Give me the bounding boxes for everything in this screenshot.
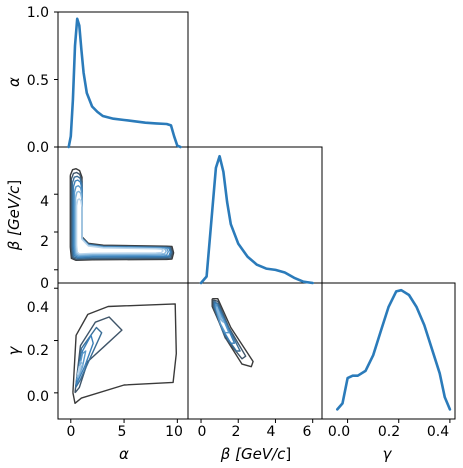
gamma-marginal-curve bbox=[336, 288, 452, 411]
tick-marks bbox=[54, 11, 451, 423]
gamma-y-tick-label: 0.4 bbox=[27, 300, 49, 316]
alpha-x-axis-label: α bbox=[119, 445, 129, 463]
beta-vs-alpha-contour bbox=[75, 198, 164, 255]
alpha-marginal-curve bbox=[67, 17, 182, 149]
gamma-x-tick-label: 0.0 bbox=[328, 424, 350, 440]
gamma-x-tick-label: 0.4 bbox=[427, 424, 449, 440]
gamma-x-tick-label: 0.2 bbox=[378, 424, 400, 440]
beta-x-label-c: c bbox=[277, 445, 286, 463]
beta-vs-alpha-contour bbox=[69, 168, 175, 261]
alpha-x-tick-label: 0 bbox=[67, 424, 76, 440]
beta-x-label-post: ] bbox=[285, 445, 291, 463]
beta-vs-alpha-contours-layer bbox=[69, 168, 175, 261]
gamma-vs-alpha-contour bbox=[72, 303, 177, 404]
gamma-vs-alpha-contours-layer bbox=[72, 303, 177, 404]
panel-alpha-marginal-frame bbox=[57, 11, 189, 148]
gamma-vs-alpha-contour bbox=[77, 366, 81, 376]
gamma-vs-alpha-contour bbox=[75, 334, 94, 386]
beta-y-label-post: ] bbox=[5, 180, 23, 186]
beta-y-axis-label: β [GeV/c] bbox=[5, 180, 23, 251]
gamma-marginal-curve-layer bbox=[336, 288, 452, 411]
panel-gamma-vs-beta-frame bbox=[187, 282, 323, 420]
alpha-y-tick-label: 0.5 bbox=[27, 73, 49, 89]
gamma-vs-alpha-contour bbox=[74, 326, 103, 388]
gamma-vs-alpha-contour bbox=[75, 350, 87, 381]
gamma-vs-beta-contours-layer bbox=[211, 298, 254, 368]
beta-y-label-c: c bbox=[5, 185, 23, 194]
gamma-vs-beta-contour bbox=[212, 299, 247, 360]
alpha-y-axis-label: α bbox=[5, 77, 23, 87]
alpha-x-tick-label: 10 bbox=[165, 424, 183, 440]
alpha-marginal-curve-layer bbox=[67, 17, 182, 149]
beta-x-label-pre: β [GeV/ bbox=[220, 445, 279, 463]
gamma-x-axis-label: γ bbox=[383, 445, 393, 463]
panel-gamma-marginal-frame bbox=[321, 282, 456, 420]
beta-x-tick-label: 4 bbox=[267, 424, 276, 440]
beta-y-tick-label: 2 bbox=[40, 234, 49, 250]
beta-vs-alpha-contour bbox=[74, 190, 167, 256]
beta-marginal-curve bbox=[199, 154, 314, 285]
beta-y-label-pre: β [GeV/ bbox=[5, 192, 23, 251]
beta-y-tick-label: 4 bbox=[40, 194, 49, 210]
panel-beta-vs-alpha-frame bbox=[57, 146, 189, 284]
panel-gamma-vs-alpha-frame bbox=[57, 282, 189, 420]
gamma-y-tick-label: 0.0 bbox=[27, 389, 49, 405]
beta-x-tick-label: 2 bbox=[232, 424, 241, 440]
gamma-y-tick-label: 0.2 bbox=[27, 343, 49, 359]
alpha-y-tick-label: 1.0 bbox=[27, 5, 49, 21]
beta-y-tick-label: 0 bbox=[40, 276, 49, 292]
alpha-x-tick-label: 5 bbox=[118, 424, 127, 440]
beta-marginal-curve-layer bbox=[199, 154, 314, 285]
alpha-y-tick-label: 0.0 bbox=[27, 140, 49, 156]
beta-x-tick-label: 6 bbox=[303, 424, 312, 440]
gamma-vs-beta-contour bbox=[216, 306, 225, 323]
gamma-y-axis-label: γ bbox=[5, 345, 23, 355]
beta-x-axis-label: β [GeV/c] bbox=[220, 445, 291, 463]
beta-x-tick-label: 0 bbox=[198, 424, 207, 440]
gamma-vs-alpha-contour bbox=[74, 316, 123, 394]
